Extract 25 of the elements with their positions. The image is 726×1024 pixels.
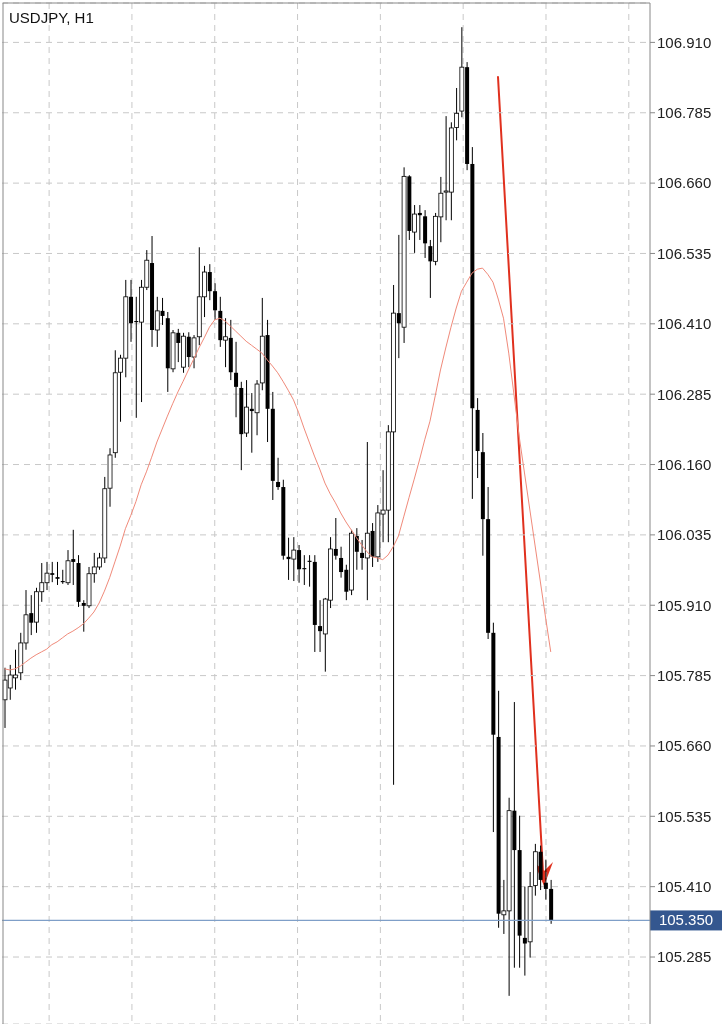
chart-title: USDJPY, H1 <box>9 9 94 26</box>
candlestick <box>65 549 71 586</box>
y-tick-label: 105.910 <box>657 596 712 614</box>
y-tick-label: 106.035 <box>657 526 712 544</box>
y-tick-label: 105.410 <box>657 877 712 895</box>
candlestick <box>291 536 297 582</box>
candlestick <box>191 334 197 369</box>
y-tick-label: 106.160 <box>657 455 712 473</box>
y-tick-label: 105.285 <box>657 948 712 966</box>
y-tick-label: 106.785 <box>657 104 712 122</box>
candlestick <box>234 341 239 418</box>
ref-line-label: 105.350 <box>658 911 714 929</box>
y-tick-label: 106.535 <box>657 244 712 262</box>
y-tick-label: 105.660 <box>657 737 712 755</box>
candlestick <box>55 561 60 586</box>
candlestick <box>276 457 281 491</box>
line-series <box>4 267 552 671</box>
y-tick-label: 106.910 <box>657 33 712 51</box>
candlestick <box>543 859 548 901</box>
y-tick-label: 106.660 <box>657 174 712 192</box>
y-tick-label: 105.785 <box>657 666 712 684</box>
y-tick-label: 105.535 <box>657 807 712 825</box>
y-tick-label: 106.285 <box>657 385 712 403</box>
candlestick <box>213 282 218 321</box>
y-tick-label: 106.410 <box>657 315 712 333</box>
